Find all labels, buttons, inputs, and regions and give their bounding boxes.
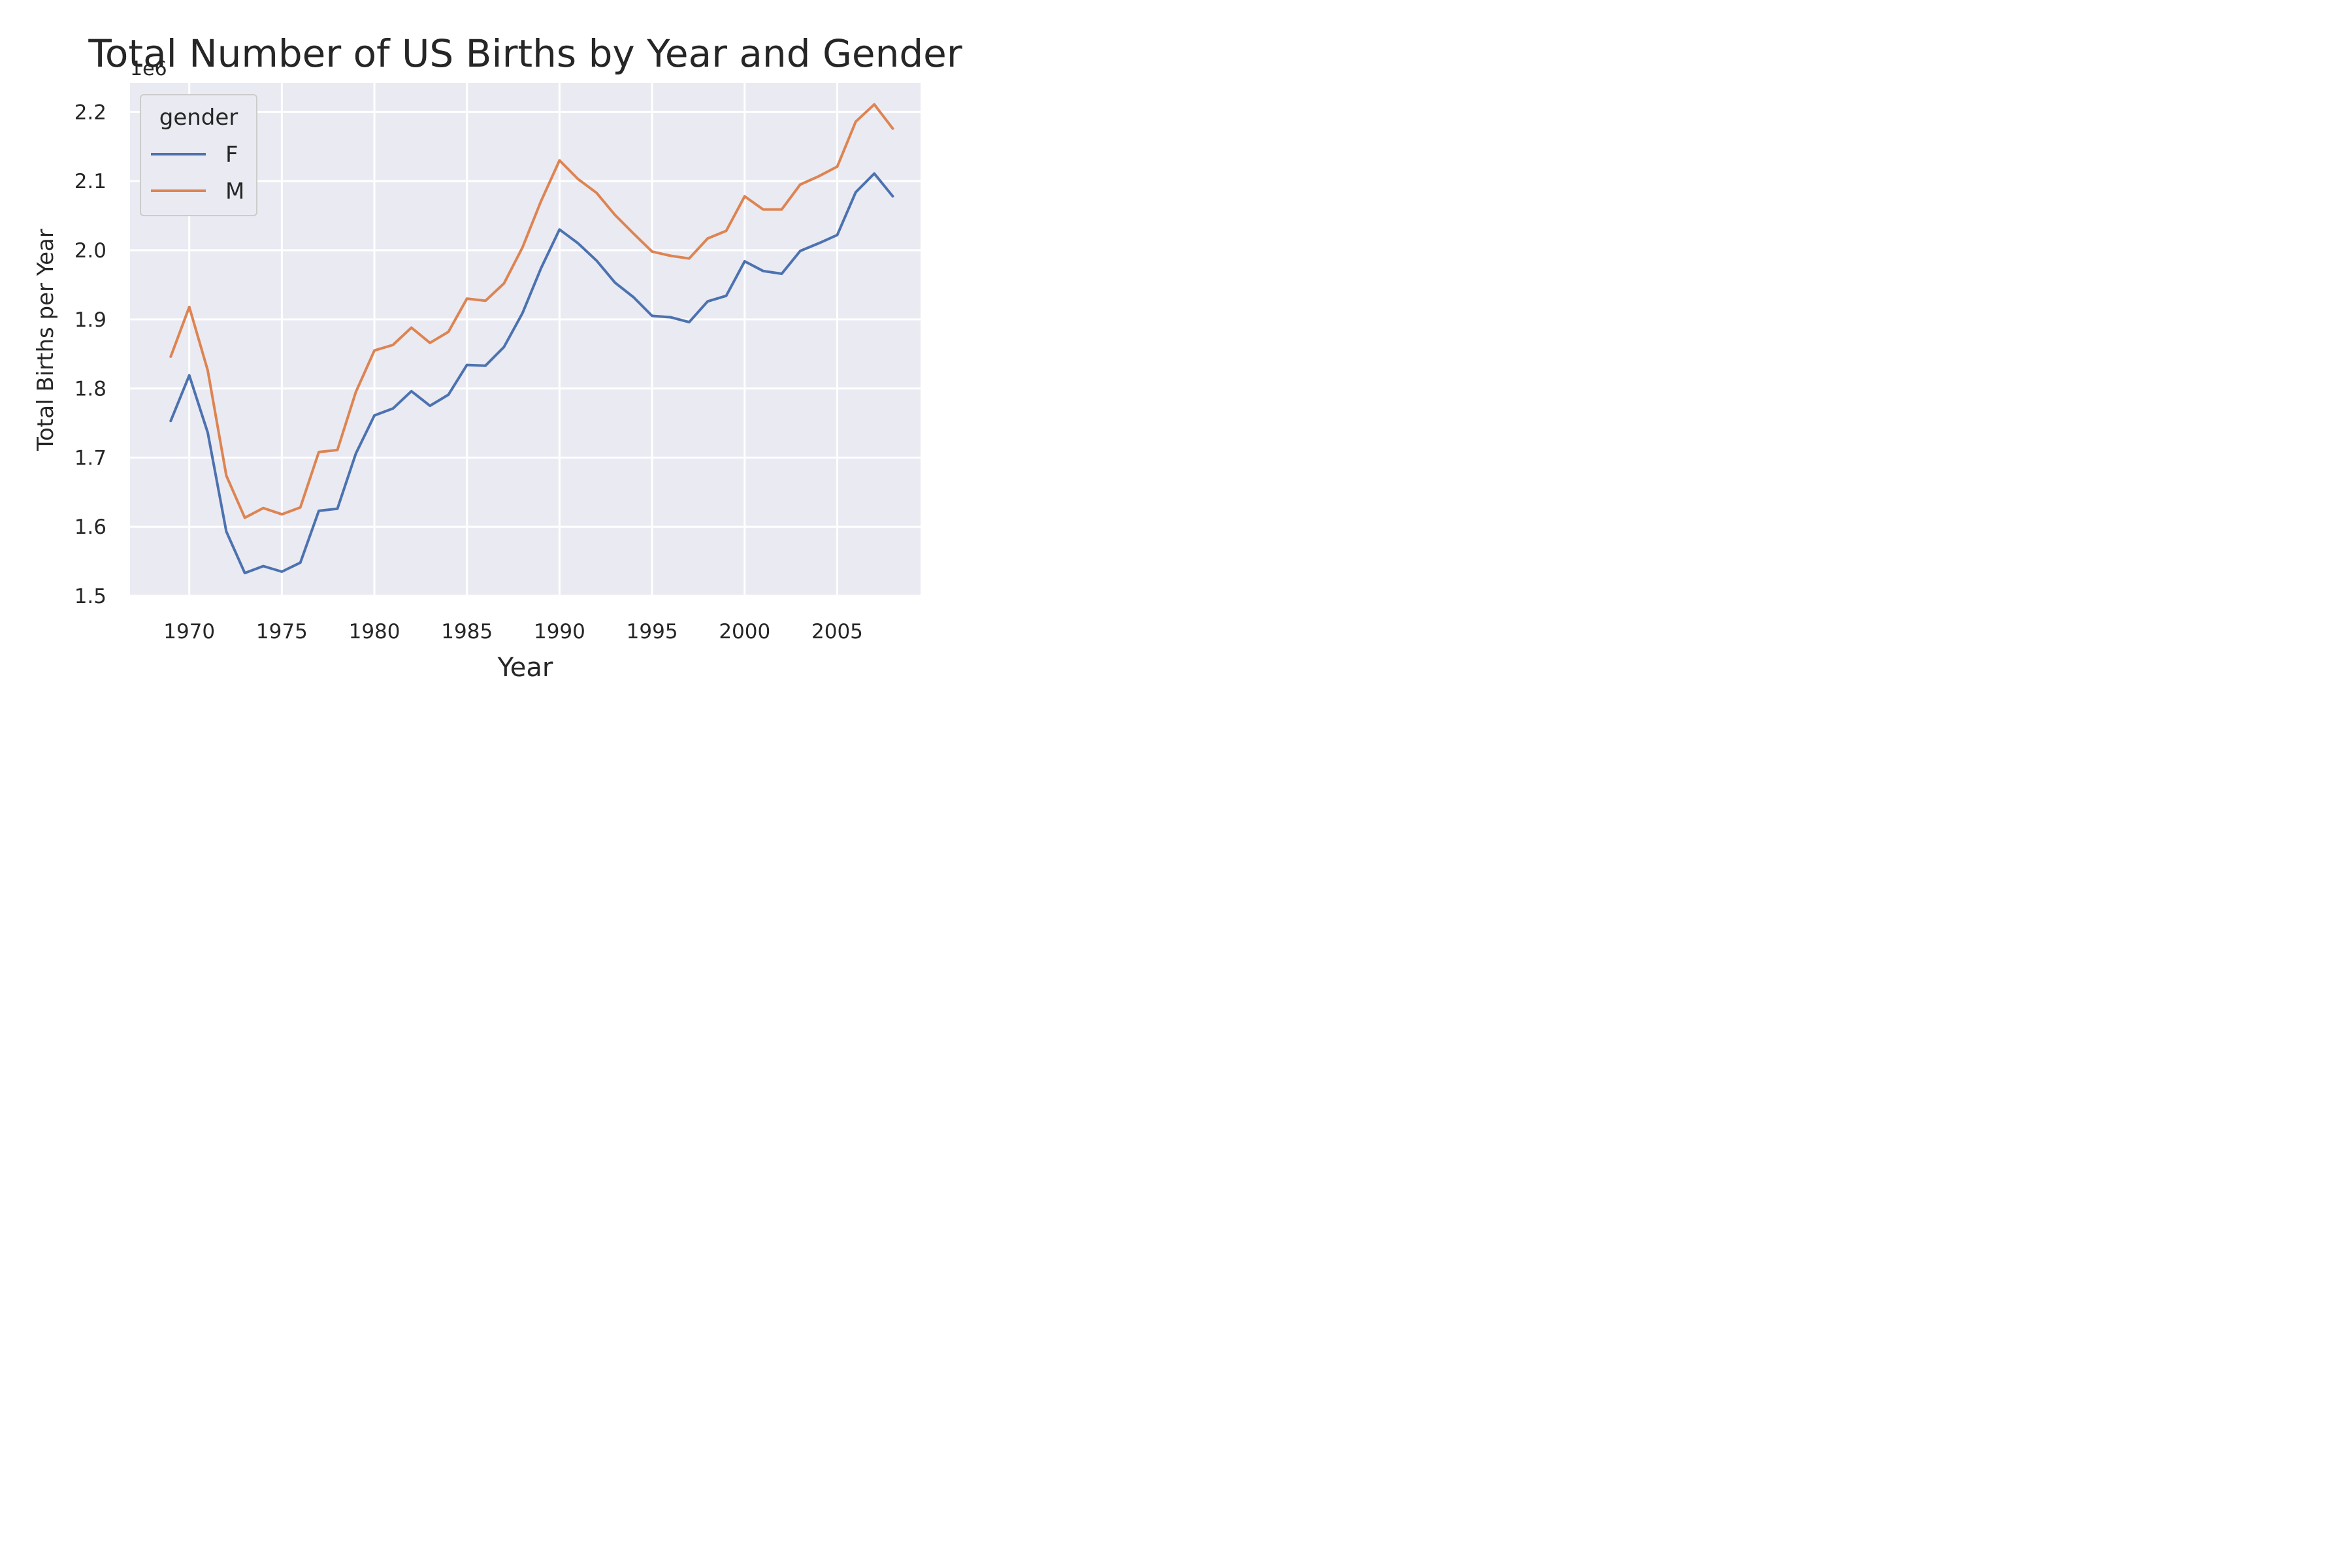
x-tick-1995: 1995 <box>627 620 678 644</box>
legend-label-F: F <box>225 142 238 168</box>
births-line-chart: 1970 1975 1980 1985 1990 1995 2000 2005 1.51.61… <box>33 31 962 681</box>
y-tick-1.7: 1.7 <box>74 446 106 470</box>
y-tick-1.6: 1.6 <box>74 515 106 539</box>
legend-title: gender <box>159 105 238 131</box>
x-tick-1990: 1990 <box>534 620 585 644</box>
y-tick-labels: 1.5 1.6 1.7 1.8 1.9 2.0 2.1 2.2 <box>74 101 106 608</box>
y-tick-2.0: 2.0 <box>74 239 106 263</box>
series-line-F <box>169 172 894 575</box>
x-tick-2005: 2005 <box>811 620 863 644</box>
x-tick-1970: 1970 <box>163 620 215 644</box>
series-line-M <box>169 103 894 519</box>
y-tick-1.9: 1.9 <box>74 308 106 332</box>
y-tick-2.2: 2.2 <box>74 101 106 124</box>
y-axis-label: Total Births per Year <box>33 229 59 451</box>
y-tick-2.1: 2.1 <box>74 170 106 193</box>
y-tick-1.8: 1.8 <box>74 378 106 401</box>
y-offset-label: 1e6 <box>130 57 167 80</box>
plot-background <box>130 83 921 596</box>
x-tick-2000: 2000 <box>719 620 770 644</box>
series-lines <box>169 103 894 575</box>
x-tick-labels: 1970 1975 1980 1985 1990 1995 2000 2005 <box>163 620 863 644</box>
legend-label-M: M <box>225 178 244 204</box>
legend: gender F M <box>140 94 257 216</box>
x-axis-label: Year <box>497 653 553 681</box>
x-tick-1980: 1980 <box>349 620 400 644</box>
x-tick-1975: 1975 <box>256 620 308 644</box>
y-gridlines <box>130 110 921 597</box>
x-tick-1985: 1985 <box>441 620 493 644</box>
chart-title: Total Number of US Births by Year and Ge… <box>88 31 962 76</box>
y-tick-1.5: 1.5 <box>74 585 106 608</box>
